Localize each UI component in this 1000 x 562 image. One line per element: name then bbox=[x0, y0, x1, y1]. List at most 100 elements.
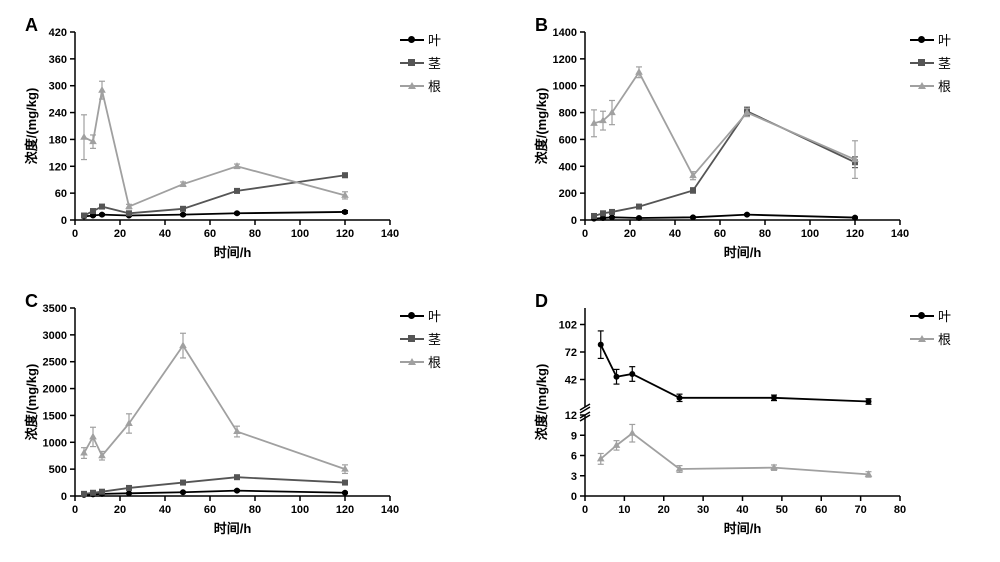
svg-text:80: 80 bbox=[894, 504, 906, 516]
legend-item-root: 根 bbox=[910, 76, 980, 95]
svg-text:时间/h: 时间/h bbox=[724, 521, 762, 536]
svg-text:浓度/(mg/kg): 浓度/(mg/kg) bbox=[534, 88, 549, 165]
svg-text:70: 70 bbox=[855, 504, 867, 516]
svg-text:60: 60 bbox=[714, 228, 726, 240]
svg-text:浓度/(mg/kg): 浓度/(mg/kg) bbox=[24, 364, 39, 441]
svg-text:0: 0 bbox=[61, 491, 67, 503]
panel-C: C 05001000150020002500300035000204060801… bbox=[20, 296, 470, 542]
legend-item-root: 根 bbox=[400, 76, 470, 95]
panel-C-legend: 叶茎根 bbox=[400, 296, 470, 542]
chart-grid: A 06012018024030036042002040608010012014… bbox=[20, 20, 980, 542]
svg-text:1400: 1400 bbox=[553, 27, 577, 39]
legend-item-leaf: 叶 bbox=[910, 306, 980, 325]
svg-text:1000: 1000 bbox=[553, 81, 577, 93]
svg-text:0: 0 bbox=[72, 228, 78, 240]
panel-B-label: B bbox=[535, 15, 548, 36]
svg-text:浓度/(mg/kg): 浓度/(mg/kg) bbox=[24, 88, 39, 165]
panel-B-legend: 叶茎根 bbox=[910, 20, 980, 266]
svg-text:100: 100 bbox=[291, 504, 309, 516]
panel-A-legend: 叶茎根 bbox=[400, 20, 470, 266]
svg-text:80: 80 bbox=[249, 228, 261, 240]
svg-text:时间/h: 时间/h bbox=[214, 521, 252, 536]
svg-text:40: 40 bbox=[159, 228, 171, 240]
svg-text:140: 140 bbox=[381, 228, 399, 240]
legend-label: 叶 bbox=[938, 306, 951, 325]
legend-label: 根 bbox=[428, 76, 441, 95]
svg-text:102: 102 bbox=[559, 320, 577, 332]
svg-text:600: 600 bbox=[559, 134, 577, 146]
svg-text:120: 120 bbox=[49, 161, 67, 173]
legend-item-stem: 茎 bbox=[400, 53, 470, 72]
svg-text:420: 420 bbox=[49, 27, 67, 39]
svg-text:20: 20 bbox=[624, 228, 636, 240]
svg-text:40: 40 bbox=[736, 504, 748, 516]
svg-text:6: 6 bbox=[571, 451, 577, 463]
svg-text:时间/h: 时间/h bbox=[214, 245, 252, 260]
svg-text:3: 3 bbox=[571, 471, 577, 483]
legend-label: 叶 bbox=[428, 30, 441, 49]
svg-text:50: 50 bbox=[776, 504, 788, 516]
panel-A-chart: 060120180240300360420020406080100120140时… bbox=[20, 20, 400, 266]
panel-D-legend: 叶根 bbox=[910, 296, 980, 542]
svg-text:0: 0 bbox=[582, 504, 588, 516]
panel-D-chart: 036912427210201020304050607080时间/h浓度/(mg… bbox=[530, 296, 910, 542]
legend-item-leaf: 叶 bbox=[400, 30, 470, 49]
svg-text:500: 500 bbox=[49, 464, 67, 476]
panel-A: A 06012018024030036042002040608010012014… bbox=[20, 20, 470, 266]
svg-text:120: 120 bbox=[846, 228, 864, 240]
svg-text:9: 9 bbox=[571, 430, 577, 442]
svg-text:60: 60 bbox=[204, 228, 216, 240]
svg-text:1000: 1000 bbox=[43, 437, 67, 449]
svg-text:20: 20 bbox=[114, 504, 126, 516]
svg-text:40: 40 bbox=[669, 228, 681, 240]
svg-text:浓度/(mg/kg): 浓度/(mg/kg) bbox=[534, 364, 549, 441]
svg-text:0: 0 bbox=[571, 491, 577, 503]
svg-text:100: 100 bbox=[291, 228, 309, 240]
legend-item-root: 根 bbox=[400, 352, 470, 371]
svg-text:240: 240 bbox=[49, 108, 67, 120]
panel-A-label: A bbox=[25, 15, 38, 36]
svg-text:120: 120 bbox=[336, 228, 354, 240]
svg-text:42: 42 bbox=[565, 375, 577, 387]
svg-text:3000: 3000 bbox=[43, 330, 67, 342]
svg-text:60: 60 bbox=[204, 504, 216, 516]
svg-text:400: 400 bbox=[559, 161, 577, 173]
panel-B-chart: 0200400600800100012001400020406080100120… bbox=[530, 20, 910, 266]
legend-item-leaf: 叶 bbox=[910, 30, 980, 49]
legend-label: 根 bbox=[428, 352, 441, 371]
svg-text:800: 800 bbox=[559, 108, 577, 120]
legend-label: 茎 bbox=[428, 53, 441, 72]
svg-text:360: 360 bbox=[49, 54, 67, 66]
svg-text:30: 30 bbox=[697, 504, 709, 516]
svg-text:2500: 2500 bbox=[43, 357, 67, 369]
svg-text:2000: 2000 bbox=[43, 384, 67, 396]
svg-text:时间/h: 时间/h bbox=[724, 245, 762, 260]
svg-text:140: 140 bbox=[381, 504, 399, 516]
svg-text:1500: 1500 bbox=[43, 410, 67, 422]
svg-text:180: 180 bbox=[49, 134, 67, 146]
svg-text:0: 0 bbox=[72, 504, 78, 516]
legend-label: 根 bbox=[938, 76, 951, 95]
svg-text:3500: 3500 bbox=[43, 303, 67, 315]
svg-text:140: 140 bbox=[891, 228, 909, 240]
svg-text:100: 100 bbox=[801, 228, 819, 240]
svg-text:10: 10 bbox=[618, 504, 630, 516]
svg-text:0: 0 bbox=[571, 215, 577, 227]
legend-label: 茎 bbox=[428, 329, 441, 348]
svg-text:40: 40 bbox=[159, 504, 171, 516]
legend-label: 根 bbox=[938, 329, 951, 348]
svg-text:72: 72 bbox=[565, 347, 577, 359]
panel-C-label: C bbox=[25, 291, 38, 312]
svg-text:300: 300 bbox=[49, 81, 67, 93]
svg-text:0: 0 bbox=[61, 215, 67, 227]
svg-text:0: 0 bbox=[582, 228, 588, 240]
legend-item-leaf: 叶 bbox=[400, 306, 470, 325]
svg-text:200: 200 bbox=[559, 188, 577, 200]
svg-text:60: 60 bbox=[55, 188, 67, 200]
svg-text:1200: 1200 bbox=[553, 54, 577, 66]
panel-B: B 02004006008001000120014000204060801001… bbox=[530, 20, 980, 266]
svg-text:60: 60 bbox=[815, 504, 827, 516]
panel-D: D 036912427210201020304050607080时间/h浓度/(… bbox=[530, 296, 980, 542]
svg-text:80: 80 bbox=[249, 504, 261, 516]
legend-label: 叶 bbox=[938, 30, 951, 49]
